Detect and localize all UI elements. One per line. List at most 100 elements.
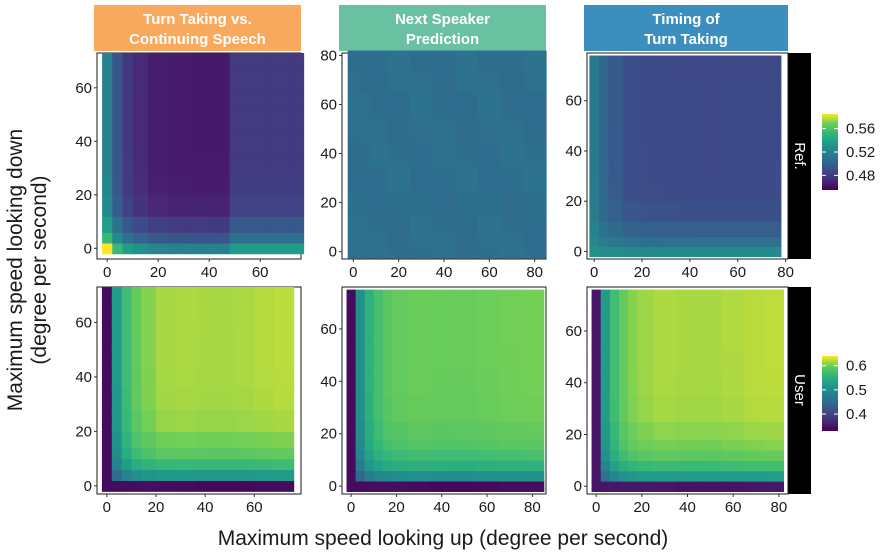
heatmap-cell <box>628 439 638 451</box>
heatmap-cell <box>382 315 393 343</box>
heatmap-cell <box>355 438 366 451</box>
heatmap-cell <box>523 70 547 93</box>
heatmap-cell <box>523 245 547 259</box>
heatmap-cell <box>382 394 393 422</box>
heatmap-cell <box>270 87 289 110</box>
heatmap-cell <box>430 438 454 451</box>
heatmap-cell <box>410 116 434 142</box>
heatmap-cell <box>410 214 434 234</box>
heatmap-cell <box>195 447 216 460</box>
heatmap-cell <box>756 246 772 258</box>
heatmap-cell <box>410 92 434 118</box>
heatmap-cells <box>102 53 305 255</box>
heatmap-cell <box>148 242 169 255</box>
heatmap-cell <box>698 289 723 301</box>
heatmap-cell <box>195 365 216 389</box>
heatmap-cell <box>698 318 723 345</box>
heatmap-cell <box>175 469 196 481</box>
heatmap-cell <box>737 201 758 222</box>
heatmap-cell <box>250 232 271 244</box>
heatmap-cell <box>132 130 149 153</box>
heatmap-cell <box>721 369 746 397</box>
heatmap-cell <box>155 387 177 411</box>
heatmap-cell <box>521 342 545 369</box>
heatmap-cell <box>432 50 456 71</box>
heatmap-cell <box>270 194 289 217</box>
heatmap-cell <box>122 53 134 70</box>
heatmap-cell <box>430 459 454 472</box>
heatmap-cell <box>347 214 360 234</box>
heatmap-cell <box>744 470 766 482</box>
heatmap-cell <box>148 151 169 174</box>
heatmap-cell <box>370 165 388 191</box>
heatmap-cell <box>347 50 360 71</box>
heatmap-cell <box>653 460 677 472</box>
heatmap-cell <box>618 343 629 371</box>
heatmap-cell <box>168 242 190 255</box>
y-tick-label: 0 <box>84 240 92 257</box>
x-tick-label: 40 <box>433 499 450 516</box>
heatmap-cell <box>364 438 375 451</box>
heatmap-cell <box>229 109 251 132</box>
heatmap-cell <box>148 232 169 244</box>
heatmap-cell <box>229 151 251 174</box>
heatmap-cell <box>121 409 133 432</box>
panel-ref-2: 0 20 40 60 80 0 20 40 60 80 <box>320 47 547 281</box>
heatmap-cell <box>432 190 456 216</box>
y-axis-title-line2: (degree per second) <box>28 175 51 364</box>
heatmap-cell <box>254 431 275 449</box>
heatmap-cell <box>112 130 124 153</box>
heatmap-cell <box>618 318 629 345</box>
heatmap-cell <box>718 161 739 182</box>
heatmap-cell <box>175 431 196 449</box>
heatmap-cell <box>737 246 758 258</box>
heatmap-cell <box>273 303 295 324</box>
heatmap-cell <box>101 409 113 432</box>
heatmap-cell <box>273 447 295 460</box>
heatmap-cell <box>229 87 251 110</box>
row-header-ref-label: Ref. <box>791 142 808 170</box>
heatmap-cell <box>214 365 236 389</box>
heatmap-cell <box>407 449 431 461</box>
heatmap-cell <box>250 69 271 89</box>
heatmap-cell <box>387 92 411 118</box>
heatmap-cell <box>121 431 133 449</box>
heatmap-cell <box>765 421 785 441</box>
heatmap-cell <box>600 343 611 371</box>
heatmap-cell <box>653 439 677 451</box>
heatmap-cell <box>737 221 758 237</box>
heatmap-cell <box>254 287 275 304</box>
heatmap-cell <box>642 236 662 248</box>
heatmap-cell <box>455 70 479 93</box>
heatmap-cell <box>680 181 701 202</box>
heatmap-cell <box>589 120 600 142</box>
heatmap-cell <box>359 233 371 247</box>
heatmap-cell <box>680 65 701 82</box>
heatmap-cell <box>407 315 431 343</box>
heatmap-cell <box>346 480 357 492</box>
heatmap-cell <box>609 421 620 441</box>
heatmap-cell <box>288 130 305 153</box>
heatmap-cell <box>141 365 157 389</box>
heatmap-cell <box>188 69 210 89</box>
heatmap-cell <box>478 92 502 118</box>
heatmap-cell <box>618 299 629 319</box>
heatmap-cell <box>744 439 766 451</box>
heatmap-cell <box>188 216 210 233</box>
heatmap-cell <box>122 242 134 255</box>
heatmap-cell <box>430 289 454 317</box>
heatmap-cell <box>132 216 149 233</box>
x-tick-label: 20 <box>150 264 167 281</box>
heatmap-cell <box>355 368 366 396</box>
heatmap-cell <box>347 190 360 216</box>
heatmap-cell <box>359 70 371 93</box>
heatmap-cell <box>453 470 477 482</box>
heatmap-cell <box>756 236 772 248</box>
heatmap-cell <box>132 242 149 255</box>
heatmap-cell <box>121 365 133 389</box>
heatmap-cell <box>453 315 477 343</box>
heatmap-cell <box>589 246 600 258</box>
heatmap-cell <box>478 116 502 142</box>
heatmap-cell <box>455 116 479 142</box>
